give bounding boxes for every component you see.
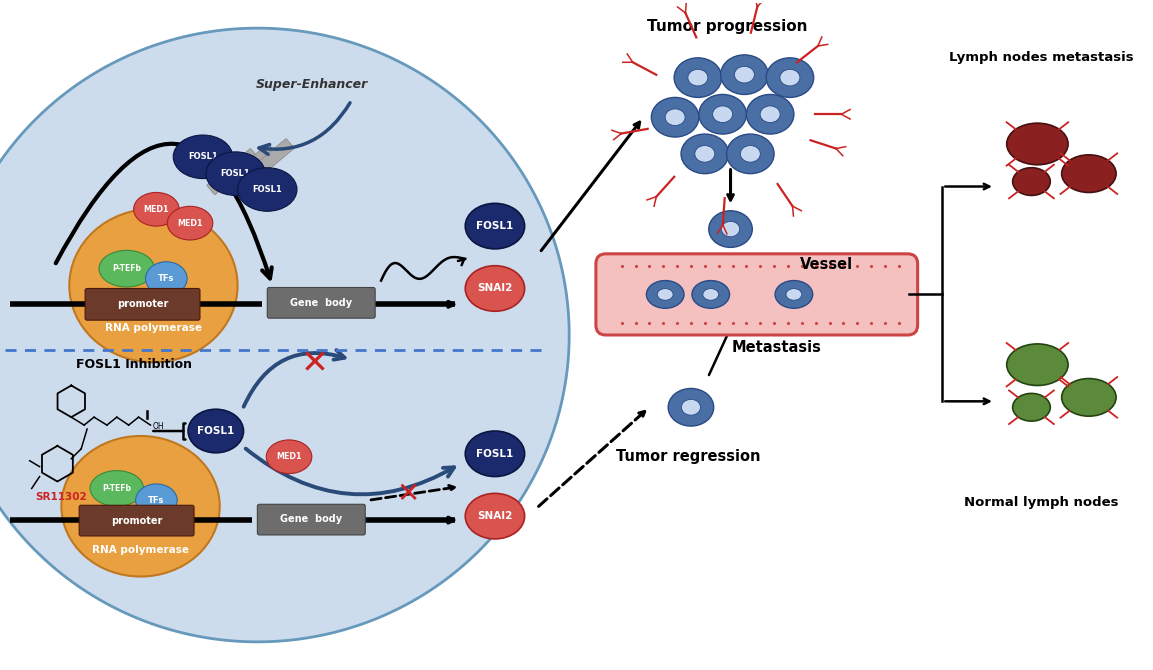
Ellipse shape xyxy=(61,436,220,576)
Ellipse shape xyxy=(651,97,699,137)
Text: OH: OH xyxy=(152,422,164,431)
Ellipse shape xyxy=(657,289,673,300)
Text: promoter: promoter xyxy=(116,299,168,310)
FancyBboxPatch shape xyxy=(225,143,277,190)
FancyBboxPatch shape xyxy=(206,149,258,195)
Text: TFs: TFs xyxy=(158,274,174,283)
Ellipse shape xyxy=(767,58,814,97)
Text: FOSL1: FOSL1 xyxy=(188,152,218,161)
Ellipse shape xyxy=(734,66,754,83)
FancyArrowPatch shape xyxy=(246,449,454,494)
Text: Super-Enhancer: Super-Enhancer xyxy=(256,78,368,90)
Ellipse shape xyxy=(238,168,297,211)
Ellipse shape xyxy=(266,440,311,474)
Text: MED1: MED1 xyxy=(277,452,302,461)
Text: MED1: MED1 xyxy=(144,205,169,214)
Ellipse shape xyxy=(134,192,179,226)
Ellipse shape xyxy=(647,281,684,308)
Ellipse shape xyxy=(466,431,525,476)
Text: FOSL1: FOSL1 xyxy=(476,221,513,231)
Ellipse shape xyxy=(681,399,701,415)
Text: SNAI2: SNAI2 xyxy=(477,511,513,521)
Ellipse shape xyxy=(1007,123,1068,165)
Text: P-TEFb: P-TEFb xyxy=(112,264,141,273)
Ellipse shape xyxy=(775,281,813,308)
Ellipse shape xyxy=(721,55,768,94)
Ellipse shape xyxy=(665,109,685,125)
Ellipse shape xyxy=(145,262,187,295)
Text: Gene  body: Gene body xyxy=(291,298,353,308)
Text: FOSL1 Inhibition: FOSL1 Inhibition xyxy=(76,358,191,371)
Ellipse shape xyxy=(1012,393,1050,421)
Ellipse shape xyxy=(760,106,781,123)
Ellipse shape xyxy=(466,493,525,539)
Text: FOSL1: FOSL1 xyxy=(220,169,250,178)
Text: ✕: ✕ xyxy=(397,480,420,509)
Text: P-TEFb: P-TEFb xyxy=(103,484,131,493)
Ellipse shape xyxy=(136,484,178,517)
Ellipse shape xyxy=(99,251,155,287)
Ellipse shape xyxy=(699,94,746,134)
Text: Tumor regression: Tumor regression xyxy=(616,449,760,464)
Ellipse shape xyxy=(669,389,714,426)
FancyBboxPatch shape xyxy=(267,287,375,318)
Ellipse shape xyxy=(167,206,213,240)
FancyArrowPatch shape xyxy=(55,144,272,279)
Text: Vessel: Vessel xyxy=(800,257,853,271)
PathPatch shape xyxy=(0,28,570,642)
Ellipse shape xyxy=(466,203,525,249)
Ellipse shape xyxy=(466,266,525,312)
Ellipse shape xyxy=(675,58,722,97)
Text: SNAI2: SNAI2 xyxy=(477,283,513,293)
Text: Normal lymph nodes: Normal lymph nodes xyxy=(964,496,1118,509)
Ellipse shape xyxy=(681,134,729,174)
Ellipse shape xyxy=(1012,168,1050,196)
Ellipse shape xyxy=(779,69,800,86)
Ellipse shape xyxy=(692,281,730,308)
FancyBboxPatch shape xyxy=(85,289,199,320)
Text: promoter: promoter xyxy=(111,516,163,525)
FancyBboxPatch shape xyxy=(80,505,194,536)
Text: Tumor progression: Tumor progression xyxy=(647,19,808,34)
Ellipse shape xyxy=(688,69,708,86)
Text: RNA polymerase: RNA polymerase xyxy=(105,323,202,333)
Ellipse shape xyxy=(1007,344,1068,385)
Ellipse shape xyxy=(713,106,732,123)
Text: Gene  body: Gene body xyxy=(280,514,342,524)
Ellipse shape xyxy=(746,94,794,134)
FancyBboxPatch shape xyxy=(242,139,294,185)
Ellipse shape xyxy=(1062,379,1116,416)
Ellipse shape xyxy=(1062,155,1116,192)
FancyArrowPatch shape xyxy=(259,103,351,154)
Text: Lymph nodes metastasis: Lymph nodes metastasis xyxy=(949,51,1133,64)
FancyBboxPatch shape xyxy=(596,254,918,335)
Text: TFs: TFs xyxy=(149,496,165,505)
Text: FOSL1: FOSL1 xyxy=(476,449,513,459)
Ellipse shape xyxy=(722,221,740,237)
Ellipse shape xyxy=(188,409,243,453)
Ellipse shape xyxy=(206,152,265,196)
FancyBboxPatch shape xyxy=(257,505,366,535)
Text: FOSL1: FOSL1 xyxy=(197,426,234,436)
Ellipse shape xyxy=(709,211,752,247)
Ellipse shape xyxy=(695,145,715,162)
Ellipse shape xyxy=(90,470,143,507)
Text: FOSL1: FOSL1 xyxy=(253,185,282,194)
Ellipse shape xyxy=(173,135,233,179)
Ellipse shape xyxy=(726,134,774,174)
Text: SR11302: SR11302 xyxy=(36,492,88,502)
Ellipse shape xyxy=(786,289,801,300)
Ellipse shape xyxy=(69,209,238,362)
Text: RNA polymerase: RNA polymerase xyxy=(92,545,189,555)
Ellipse shape xyxy=(740,145,760,162)
Text: MED1: MED1 xyxy=(178,218,203,228)
Ellipse shape xyxy=(703,289,718,300)
FancyArrowPatch shape xyxy=(243,350,345,407)
Text: ✕: ✕ xyxy=(301,347,329,380)
Text: Metastasis: Metastasis xyxy=(732,340,822,355)
